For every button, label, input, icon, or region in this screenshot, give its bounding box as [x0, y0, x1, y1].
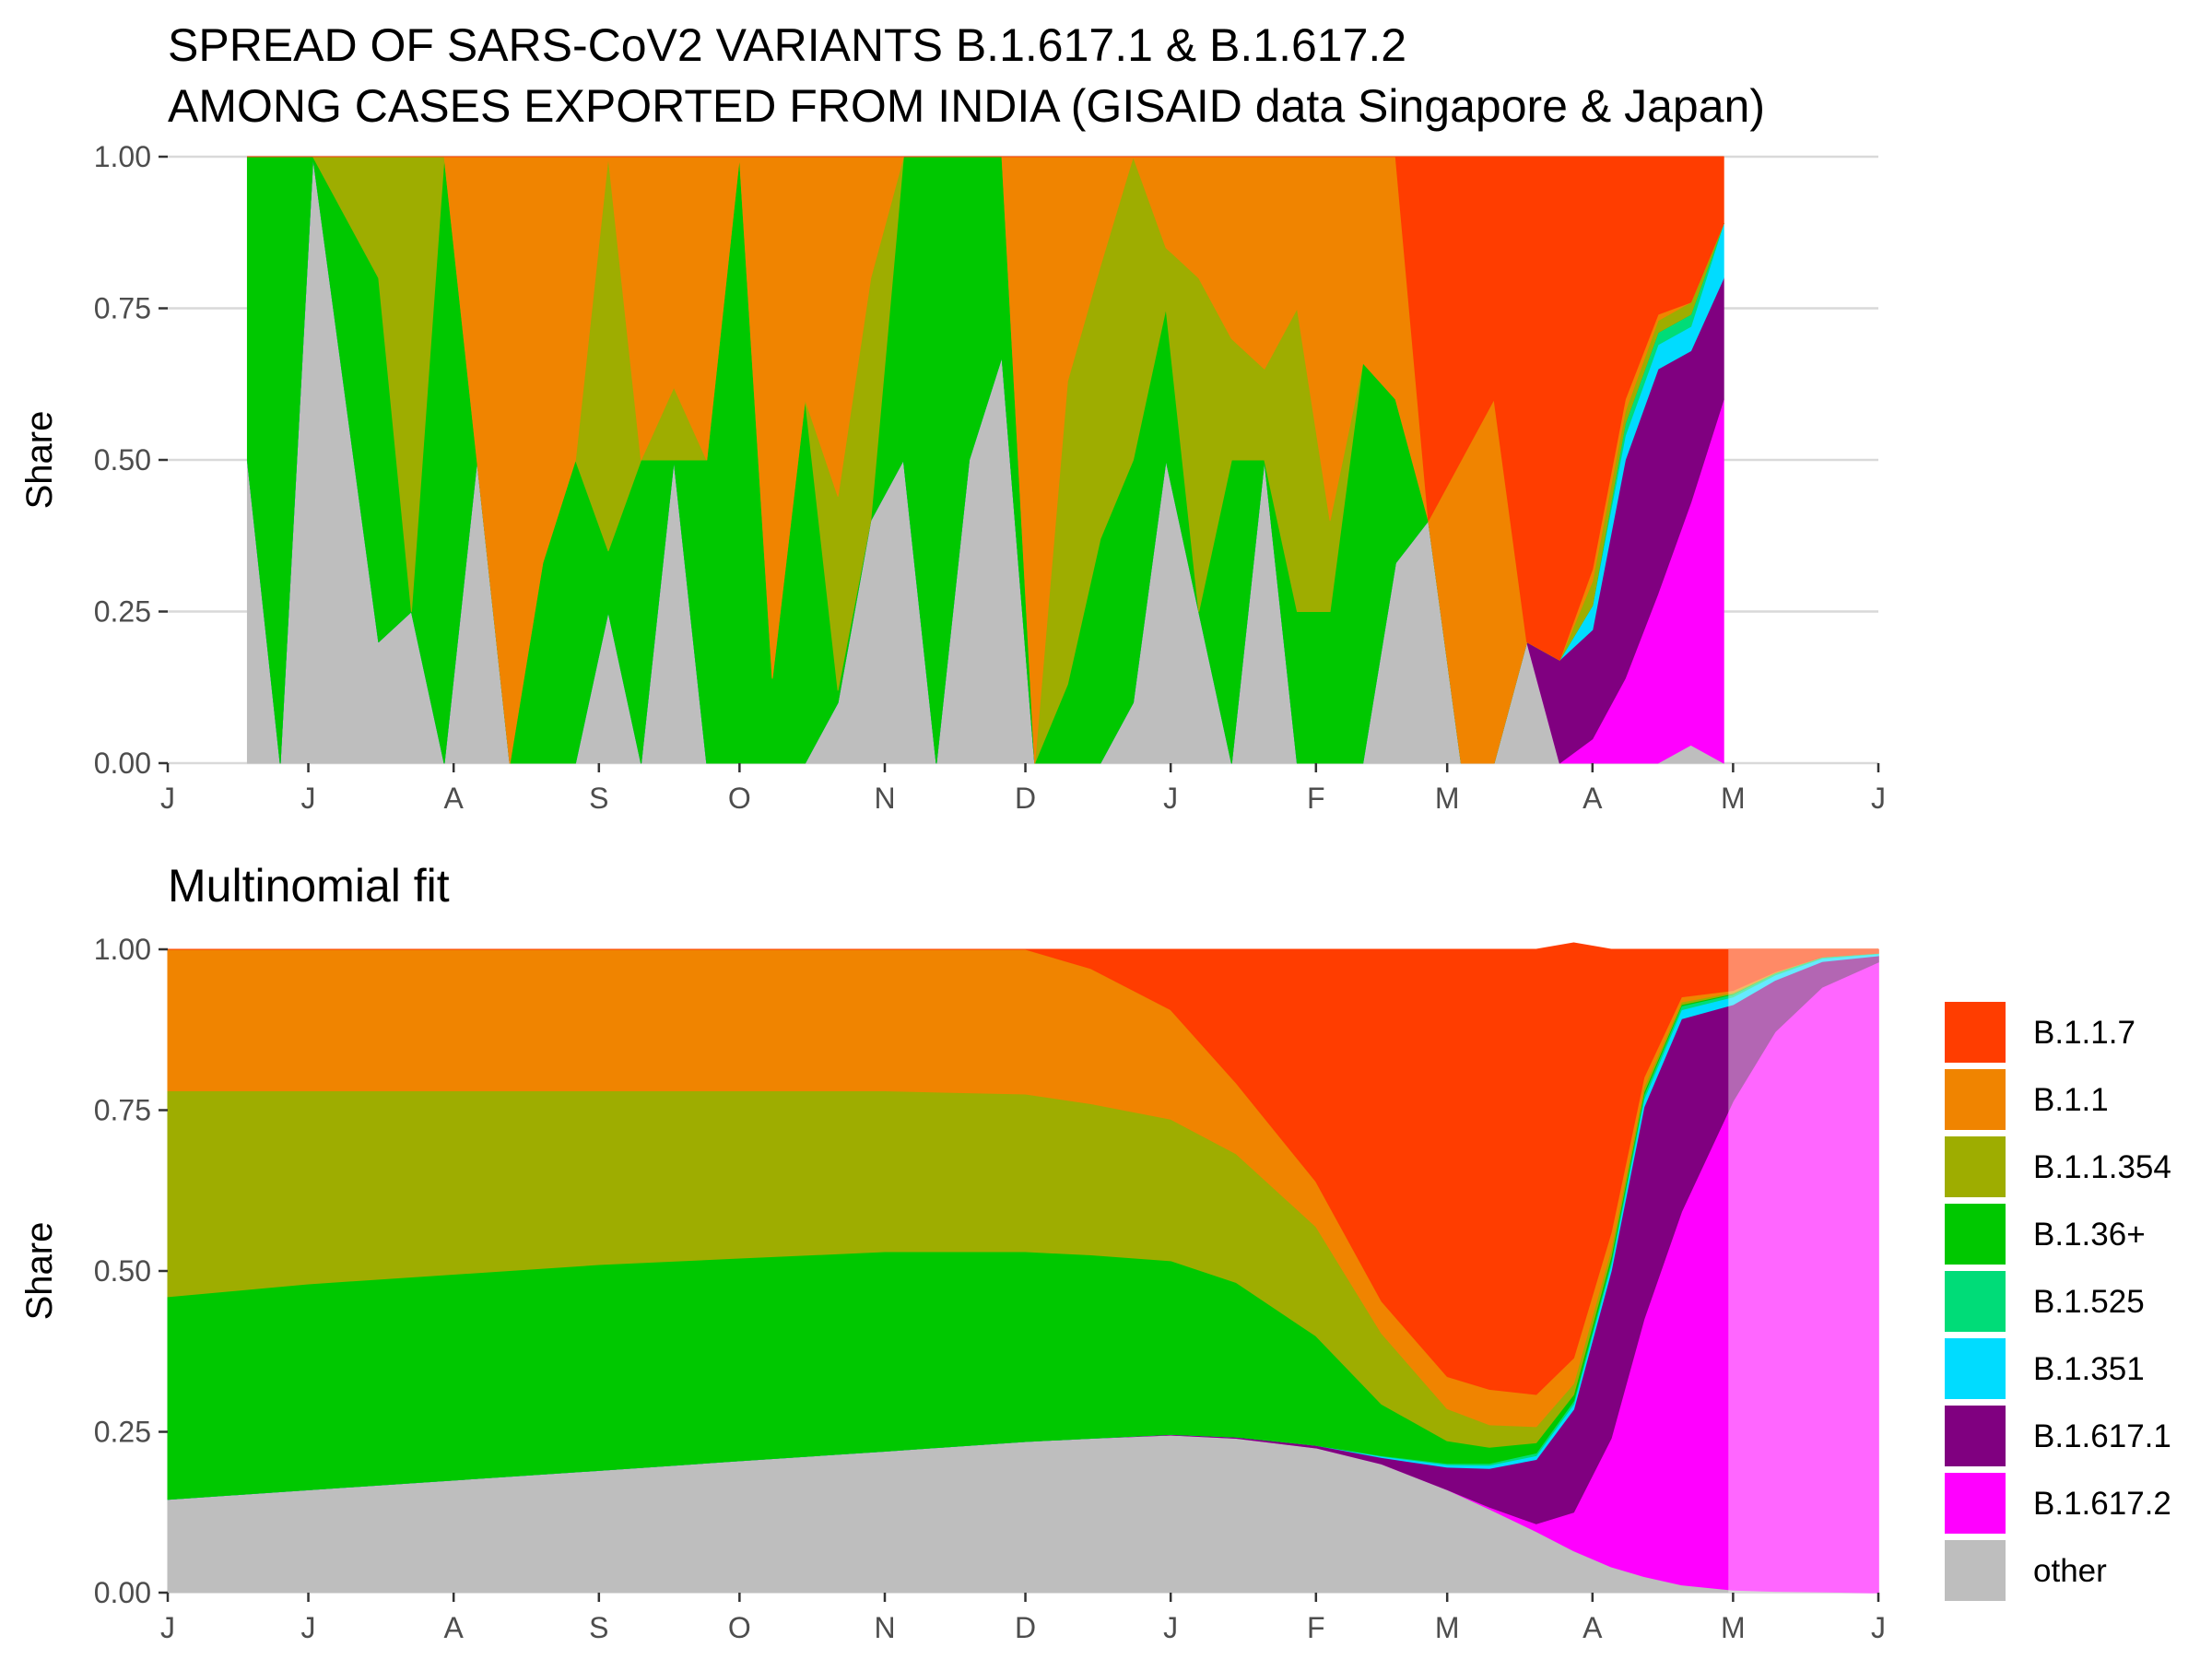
legend: B.1.1.7 B.1.1 B.1.1.354 B.1.36+ B.1.525 B.1.3…: [1945, 1002, 2171, 1601]
legend-label-b-1-351: B.1.351: [2033, 1351, 2145, 1387]
x-tick-label-1-3: S: [589, 1611, 608, 1644]
x-tick-label-1-9: M: [1435, 1611, 1460, 1644]
legend-label-b-1-1: B.1.1: [2033, 1082, 2109, 1118]
y-tick-label-1-3: 0.75: [94, 1094, 151, 1127]
legend-swatch-b-1-1: [1945, 1069, 2006, 1130]
y-tick-label-1-2: 0.50: [94, 1254, 151, 1288]
x-tick-label-0-4: O: [728, 782, 751, 815]
y-tick-label-1-1: 0.25: [94, 1416, 151, 1449]
x-tick-label-0-12: J: [1871, 782, 1886, 815]
chart-title-line1: SPREAD OF SARS-CoV2 VARIANTS B.1.617.1 &…: [168, 19, 1406, 71]
x-tick-label-1-11: M: [1721, 1611, 1746, 1644]
y-tick-label-0-0: 0.00: [94, 747, 151, 780]
legend-label-b-1-36-: B.1.36+: [2033, 1217, 2146, 1253]
bottom-panel: 0.00 0.25 0.50 0.75 1.00 J J A S O N D J F M A M J Share: [19, 933, 1886, 1644]
legend-label-other: other: [2033, 1553, 2107, 1589]
x-tick-label-1-2: A: [444, 1611, 465, 1644]
x-tick-label-0-3: S: [589, 782, 608, 815]
legend-swatch-b-1-36-: [1945, 1204, 2006, 1265]
legend-swatch-b-1-1-354: [1945, 1136, 2006, 1197]
x-tick-label-0-8: F: [1307, 782, 1325, 815]
y-axis-label-0: Share: [19, 411, 60, 510]
x-tick-label-0-0: J: [160, 782, 175, 815]
x-tick-label-1-1: J: [301, 1611, 316, 1644]
legend-swatch-b-1-617-2: [1945, 1473, 2006, 1534]
legend-label-b-1-1-354: B.1.1.354: [2033, 1149, 2171, 1185]
legend-swatch-other: [1945, 1540, 2006, 1601]
legend-label-b-1-1-7: B.1.1.7: [2033, 1015, 2136, 1051]
x-tick-label-1-7: J: [1163, 1611, 1178, 1644]
x-tick-label-1-12: J: [1871, 1611, 1886, 1644]
y-tick-label-0-4: 1.00: [94, 140, 151, 173]
x-tick-label-0-7: J: [1163, 782, 1178, 815]
y-tick-label-1-0: 0.00: [94, 1576, 151, 1609]
x-tick-label-1-0: J: [160, 1611, 175, 1644]
legend-swatch-b-1-1-7: [1945, 1002, 2006, 1063]
x-tick-label-0-9: M: [1435, 782, 1460, 815]
x-tick-label-1-10: A: [1583, 1611, 1603, 1644]
y-tick-label-0-1: 0.25: [94, 595, 151, 629]
x-tick-label-1-4: O: [728, 1611, 751, 1644]
bottom-chart-title: Multinomial fit: [168, 860, 450, 912]
legend-label-b-1-617-2: B.1.617.2: [2033, 1486, 2171, 1522]
x-tick-label-0-5: N: [874, 782, 895, 815]
x-tick-label-0-6: D: [1015, 782, 1036, 815]
x-tick-label-1-6: D: [1015, 1611, 1036, 1644]
x-tick-label-1-8: F: [1307, 1611, 1325, 1644]
area-0-b-1-1-7: [246, 156, 1724, 661]
x-tick-label-0-10: A: [1583, 782, 1603, 815]
y-tick-label-1-4: 1.00: [94, 933, 151, 966]
area-1-b-1-1-7: [167, 942, 1879, 1395]
legend-swatch-b-1-525: [1945, 1271, 2006, 1332]
legend-swatch-b-1-617-1: [1945, 1406, 2006, 1466]
extrapolation-shade: [1728, 949, 1878, 1593]
legend-label-b-1-525: B.1.525: [2033, 1284, 2145, 1320]
legend-label-b-1-617-1: B.1.617.1: [2033, 1418, 2171, 1454]
x-tick-label-0-11: M: [1721, 782, 1746, 815]
legend-swatch-b-1-351: [1945, 1338, 2006, 1399]
y-tick-label-0-2: 0.50: [94, 443, 151, 477]
chart-title-line2: AMONG CASES EXPORTED FROM INDIA (GISAID …: [168, 80, 1765, 132]
y-axis-label-1: Share: [19, 1222, 60, 1321]
top-panel: 0.00 0.25 0.50 0.75 1.00 J J A S O N D J F M A M J Share: [19, 140, 1886, 815]
x-tick-label-0-2: A: [444, 782, 465, 815]
x-tick-label-1-5: N: [874, 1611, 895, 1644]
y-tick-label-0-3: 0.75: [94, 292, 151, 325]
x-tick-label-0-1: J: [301, 782, 316, 815]
